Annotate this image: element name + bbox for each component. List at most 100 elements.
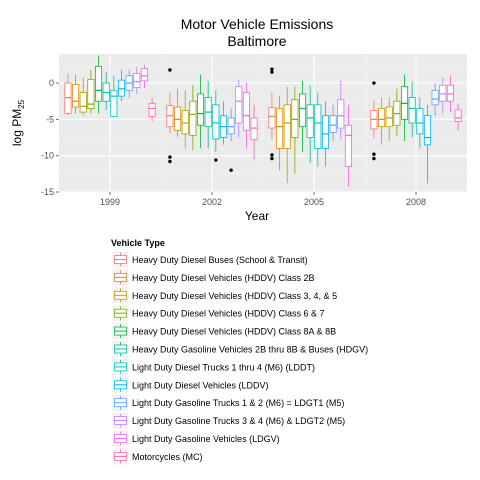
box-2005-10 — [337, 80, 345, 140]
box-body — [64, 82, 72, 114]
box-2002-5 — [196, 74, 205, 149]
x-tick-label: 2002 — [202, 197, 222, 207]
legend-title: Vehicle Type — [111, 238, 165, 248]
y-tick-label: -5 — [46, 114, 54, 124]
legend-item: Heavy Duty Gasoline Vehicles 2B thru 8B … — [111, 340, 368, 358]
x-axis: 1999 2002 2005 2008 — [100, 192, 426, 207]
box-body — [235, 86, 243, 124]
box-2008-7 — [416, 97, 424, 149]
box-2002-7 — [212, 90, 220, 162]
box-2005-7 — [314, 92, 322, 167]
outlier-point — [270, 156, 274, 161]
box-2005-3 — [283, 86, 291, 184]
legend-item: Heavy Duty Diesel Vehicles (HDDV) Class … — [111, 322, 336, 341]
box-body — [140, 68, 148, 82]
chart-title: Motor Vehicle Emissions — [181, 16, 334, 32]
box-2008-1 — [370, 81, 378, 161]
box-body — [314, 104, 322, 149]
box-body — [329, 115, 337, 133]
box-body — [283, 104, 291, 149]
box-body — [268, 107, 276, 129]
outlier-point — [270, 153, 274, 157]
box-1999-4 — [87, 69, 95, 114]
outlier-point — [270, 70, 274, 74]
box-2005-11 — [344, 104, 352, 187]
x-axis-label: Year — [245, 209, 269, 223]
box-2005-5 — [298, 80, 307, 153]
box-body — [306, 104, 314, 138]
legend-label: Heavy Duty Diesel Vehicles (HDDV) Class … — [132, 273, 315, 283]
y-axis: 0 -5 -10 -15 — [41, 78, 59, 197]
outlier-point — [168, 68, 172, 72]
y-axis-label: log PM25 — [10, 99, 26, 146]
box-body — [72, 84, 80, 108]
legend-label: Light Duty Gasoline Vehicles (LDGV) — [132, 434, 280, 444]
box-1999-12 — [148, 97, 156, 122]
legend-item: Heavy Duty Diesel Vehicles (HDDV) Class … — [111, 304, 325, 323]
legend-label: Motorcycles (MC) — [132, 452, 203, 462]
box-2008-3 — [385, 97, 393, 142]
legend-item: Heavy Duty Diesel Vehicles (HDDV) Class … — [111, 268, 315, 287]
outlier-point — [168, 159, 172, 164]
box-2005-8 — [321, 101, 330, 167]
box-2002-4 — [189, 85, 197, 151]
y-tick-label: -15 — [41, 187, 54, 197]
box-2008-2 — [378, 97, 386, 145]
legend-label: Heavy Duty Gasoline Vehicles 2B thru 8B … — [132, 345, 368, 355]
box-2008-12 — [454, 103, 462, 131]
box-body — [174, 106, 182, 131]
boxes — [64, 55, 462, 187]
box-body — [408, 97, 416, 124]
legend-item: Heavy Duty Diesel Vehicles (HDDV) Class … — [111, 286, 337, 305]
outlier-point — [372, 156, 376, 161]
legend-label: Heavy Duty Diesel Buses (School & Transi… — [132, 255, 308, 265]
legend-item: Heavy Duty Diesel Buses (School & Transi… — [111, 250, 308, 269]
box-2008-5 — [400, 74, 409, 142]
box-body — [87, 79, 95, 109]
box-2002-12 — [250, 104, 258, 160]
box-2002-2 — [174, 88, 182, 138]
box-body — [133, 73, 141, 88]
box-body — [321, 115, 330, 149]
box-2008-11 — [446, 75, 454, 113]
box-1999-6 — [102, 72, 110, 110]
box-1999-10 — [133, 67, 141, 94]
box-2005-6 — [306, 85, 314, 163]
chart-subtitle: Baltimore — [227, 33, 286, 49]
y-axis-label-subscript: 25 — [17, 99, 26, 108]
box-2008-9 — [431, 83, 439, 116]
x-tick-label: 2008 — [406, 197, 426, 207]
box-1999-11 — [140, 64, 148, 89]
box-body — [378, 108, 386, 128]
legend-item: Light Duty Gasoline Vehicles (LDGV) — [111, 429, 280, 448]
box-body — [276, 108, 284, 149]
box-1999-2 — [72, 74, 80, 114]
box-body — [446, 84, 454, 102]
box-body — [212, 104, 220, 140]
outlier-point — [214, 158, 218, 162]
box-body — [337, 99, 345, 129]
box-body — [227, 117, 235, 135]
box-body — [298, 93, 307, 128]
legend-item: Light Duty Gasoline Trucks 3 & 4 (M6) & … — [111, 411, 345, 430]
box-body — [416, 108, 424, 135]
box-2002-3 — [181, 90, 189, 149]
legend-item: Motorcycles (MC) — [111, 447, 203, 466]
box-body — [423, 115, 432, 146]
box-2008-4 — [393, 88, 401, 137]
x-tick-label: 2005 — [304, 197, 324, 207]
x-tick-label: 1999 — [100, 197, 120, 207]
box-body — [431, 89, 439, 106]
box-body — [344, 124, 352, 167]
box-1999-9 — [125, 69, 133, 98]
box-2008-6 — [408, 81, 416, 138]
box-body — [181, 110, 189, 135]
box-1999-1 — [64, 73, 72, 116]
box-body — [439, 84, 447, 102]
outlier-point — [270, 67, 274, 71]
box-2008-10 — [439, 77, 447, 114]
box-2002-1 — [166, 68, 174, 164]
box-2005-2 — [276, 96, 284, 171]
box-body — [148, 102, 156, 117]
